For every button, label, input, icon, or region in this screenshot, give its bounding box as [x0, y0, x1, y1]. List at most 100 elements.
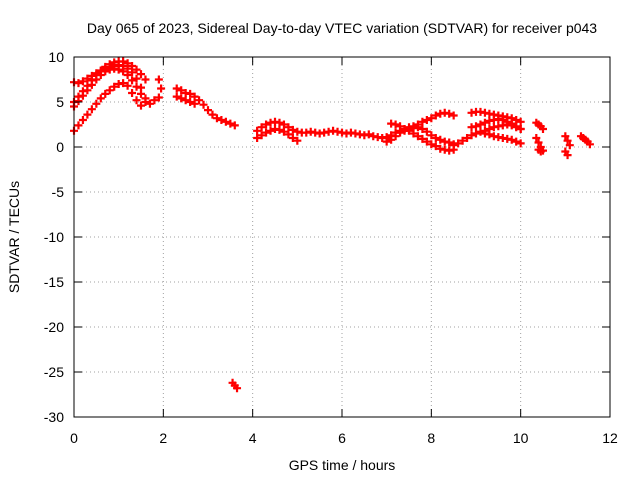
data-point	[128, 68, 137, 77]
data-point	[92, 69, 101, 78]
data-point	[467, 131, 476, 140]
data-point	[195, 96, 204, 105]
data-point	[172, 84, 181, 93]
series-arc-u	[576, 132, 594, 149]
data-point	[78, 116, 87, 124]
data-point	[449, 111, 458, 120]
data-point	[391, 132, 400, 141]
data-point	[119, 79, 128, 88]
x-tick-label: 10	[513, 430, 529, 446]
data-point	[480, 118, 489, 127]
data-point	[431, 142, 440, 151]
data-point	[445, 138, 454, 147]
data-point	[532, 134, 541, 142]
data-point	[137, 83, 145, 92]
data-point	[83, 86, 92, 95]
data-point	[74, 121, 83, 130]
data-point	[275, 118, 284, 127]
data-point	[427, 140, 436, 149]
data-point	[436, 135, 445, 144]
data-point	[279, 127, 288, 136]
data-point	[233, 384, 242, 393]
data-point	[92, 99, 101, 108]
x-tick-label: 6	[338, 430, 346, 446]
data-point	[382, 137, 391, 146]
data-point	[512, 123, 521, 132]
data-point	[400, 125, 409, 133]
data-point	[208, 110, 217, 119]
x-tick-label: 0	[70, 430, 78, 446]
data-point	[516, 139, 525, 148]
data-point	[516, 125, 525, 133]
data-point	[83, 110, 92, 119]
data-point	[96, 67, 105, 76]
series-arc-t	[561, 132, 574, 160]
data-point	[230, 121, 239, 130]
data-point	[396, 122, 405, 131]
data-point	[507, 135, 516, 144]
data-point	[128, 76, 137, 85]
data-point	[427, 114, 436, 123]
data-point	[128, 89, 137, 97]
data-point	[476, 120, 485, 129]
data-point	[141, 75, 150, 84]
data-point	[137, 101, 145, 110]
data-point	[186, 89, 195, 98]
data-point	[221, 117, 230, 126]
data-point	[123, 64, 132, 73]
data-point	[485, 130, 494, 139]
data-point	[141, 98, 150, 106]
data-point	[119, 62, 128, 70]
data-point	[257, 123, 266, 132]
data-point	[284, 123, 293, 132]
data-point	[512, 137, 521, 146]
data-point	[190, 99, 199, 108]
data-point	[262, 120, 271, 129]
data-point	[422, 127, 431, 136]
y-tick-label: 10	[48, 49, 64, 65]
data-point	[262, 128, 271, 137]
data-points	[70, 57, 594, 393]
series-arc-g	[172, 84, 239, 130]
data-point	[181, 96, 190, 105]
data-point	[472, 129, 480, 138]
data-point	[413, 123, 422, 132]
data-point	[157, 84, 166, 93]
series-arc-m	[387, 119, 458, 155]
data-point	[431, 111, 440, 120]
data-point	[463, 134, 472, 142]
data-point	[563, 151, 572, 160]
data-point	[96, 94, 105, 103]
series-arc-s	[534, 145, 547, 156]
data-point	[418, 117, 427, 126]
y-tick-label: -30	[44, 409, 64, 425]
data-point	[585, 140, 594, 149]
y-tick-label: -15	[44, 274, 64, 290]
data-point	[409, 129, 418, 138]
data-point	[137, 70, 145, 79]
data-point	[226, 119, 235, 128]
data-point	[123, 81, 132, 90]
data-point	[110, 82, 119, 91]
data-point	[132, 74, 141, 83]
data-point	[78, 77, 87, 86]
data-point	[422, 116, 431, 124]
data-point	[87, 105, 96, 114]
data-point	[145, 99, 154, 108]
data-point	[101, 89, 110, 98]
data-point	[427, 131, 436, 140]
y-tick-label: -25	[44, 364, 64, 380]
data-point	[253, 126, 262, 135]
data-point	[101, 64, 110, 73]
x-tick-label: 4	[249, 430, 257, 446]
y-tick-label: -20	[44, 319, 64, 335]
data-point	[186, 98, 195, 106]
data-point	[413, 132, 422, 141]
data-point	[387, 135, 396, 144]
data-point	[454, 139, 463, 148]
data-point	[561, 132, 570, 141]
y-tick-label: 5	[56, 94, 64, 110]
x-axis-label: GPS time / hours	[289, 457, 396, 473]
axis-ticks	[73, 56, 611, 418]
